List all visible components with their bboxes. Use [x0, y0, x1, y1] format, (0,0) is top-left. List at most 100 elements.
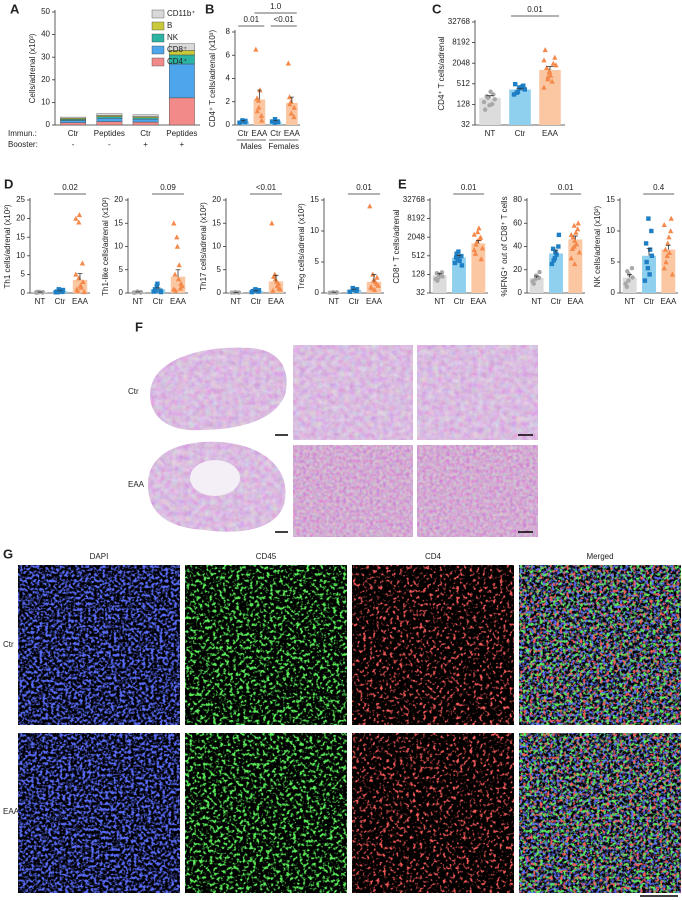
x-tick-label: EAA	[366, 297, 383, 306]
y-tick-label: 10	[16, 251, 25, 260]
legend-label: CD8⁺	[167, 45, 187, 54]
data-point	[514, 90, 519, 95]
bar-segment	[168, 63, 195, 99]
tissue-image	[417, 345, 538, 440]
y-tick-label: 0	[21, 288, 26, 297]
data-point	[60, 287, 66, 293]
data-point	[547, 72, 554, 78]
y-tick-label: 5	[611, 257, 616, 266]
chart: A 0 10 20 30 40 50 Cells/adrenal (x10³) Ctr - Pept…	[8, 1, 200, 149]
data-point	[174, 234, 180, 240]
error-bar	[553, 249, 559, 254]
panel-letter: C	[432, 1, 442, 16]
y-tick-label: 32	[416, 288, 425, 297]
y-tick-label: 5	[119, 265, 124, 274]
y-tick-label: 50	[41, 7, 50, 16]
bar-segment	[132, 118, 159, 123]
data-point	[488, 89, 493, 94]
chart: D 0 5 10 15 20 25 Th1 cells/adrenal (x10²) NT Ctr…	[3, 176, 90, 306]
y-tick-label: 32768	[448, 17, 471, 26]
data-point	[630, 275, 635, 280]
data-point	[471, 231, 477, 237]
data-point	[174, 243, 181, 249]
data-point	[489, 101, 495, 107]
data-point	[73, 215, 79, 221]
fluorescence-channel	[185, 565, 347, 725]
y-tick-label: 2048	[452, 58, 470, 67]
data-point	[154, 283, 159, 289]
data-point	[661, 265, 667, 271]
x-tick-label: EAA	[660, 297, 677, 306]
y-tick-label: 2048	[407, 232, 425, 241]
data-point	[668, 215, 674, 221]
bar	[150, 289, 166, 293]
data-point	[457, 258, 462, 264]
tissue-image	[293, 345, 413, 440]
data-point	[272, 116, 278, 122]
x-tick-label: EAA	[251, 129, 268, 138]
error-bar	[241, 119, 246, 122]
bar-segment	[60, 120, 87, 123]
error-bar	[534, 275, 539, 278]
data-point	[492, 97, 497, 102]
y-tick-label: 20	[212, 195, 221, 204]
y-axis-label: CD4⁺ T cells/adrenal	[437, 36, 446, 110]
column-label: CD45	[256, 552, 277, 561]
y-axis-label: Cells/adrenal (x10³)	[28, 33, 37, 103]
y-tick-label: 5	[217, 265, 222, 274]
y-tick-label: 6	[226, 50, 231, 59]
y-tick-label: 10	[310, 226, 319, 235]
bar-segment	[132, 117, 159, 120]
y-tick-label: 512	[457, 79, 471, 88]
x-tick-label: Ctr	[251, 297, 262, 306]
data-point	[522, 87, 527, 92]
data-point	[80, 278, 86, 285]
data-point	[550, 246, 556, 252]
data-point	[171, 286, 177, 292]
y-axis-label: %IFNG⁺ out of CD8⁺ T cells	[500, 196, 509, 296]
data-point	[472, 250, 479, 256]
data-point	[354, 287, 360, 292]
data-point	[74, 288, 81, 294]
data-point	[573, 229, 579, 235]
data-point	[172, 271, 178, 277]
data-point	[351, 287, 356, 293]
column-label: CD4	[425, 552, 442, 561]
x-tick-label: EAA	[284, 129, 301, 138]
y-axis-label: CD8⁺ T cells/adrenal	[392, 209, 401, 283]
data-point	[571, 222, 577, 228]
bar-segment	[96, 113, 123, 116]
data-point	[649, 228, 654, 234]
fluorescence-channel	[18, 733, 180, 893]
bar	[509, 89, 531, 125]
p-value: 0.01	[558, 183, 574, 192]
data-point	[568, 255, 574, 261]
data-point	[158, 289, 164, 295]
y-tick-label: 0	[217, 288, 222, 297]
error-bar	[77, 273, 83, 280]
data-point	[40, 290, 46, 295]
y-tick-label: 8	[226, 27, 231, 36]
error-bar	[273, 119, 278, 122]
y-tick-label: 2	[226, 97, 231, 106]
data-point	[478, 256, 484, 262]
data-point	[484, 94, 489, 99]
data-point	[663, 259, 669, 265]
bar-segment	[96, 121, 123, 126]
error-bar	[646, 247, 652, 256]
booster-label: -	[72, 140, 75, 149]
data-point	[35, 290, 40, 295]
data-point	[55, 290, 60, 295]
bar	[479, 97, 501, 125]
legend-swatch	[151, 45, 165, 55]
legend-label: CD4⁺	[167, 57, 187, 66]
data-point	[629, 266, 635, 271]
data-point	[661, 221, 667, 227]
data-point	[554, 252, 559, 257]
data-point	[434, 270, 439, 276]
data-point	[371, 287, 378, 293]
p-value: 0.09	[160, 183, 176, 192]
data-point	[552, 255, 558, 261]
data-point	[668, 228, 674, 234]
